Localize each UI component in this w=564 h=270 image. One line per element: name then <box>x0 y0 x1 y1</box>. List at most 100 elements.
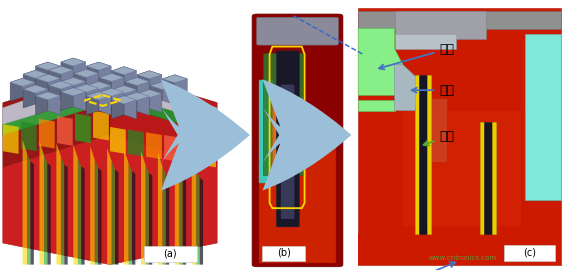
Polygon shape <box>124 86 136 109</box>
Text: 源极: 源极 <box>412 84 455 97</box>
Polygon shape <box>137 90 149 113</box>
Polygon shape <box>61 58 86 66</box>
Polygon shape <box>49 66 73 74</box>
Polygon shape <box>125 92 149 100</box>
Polygon shape <box>44 155 47 265</box>
Bar <box>492 123 496 234</box>
Polygon shape <box>49 66 61 89</box>
Polygon shape <box>74 69 99 77</box>
Polygon shape <box>162 166 166 265</box>
Polygon shape <box>179 168 183 265</box>
Polygon shape <box>90 146 95 265</box>
Polygon shape <box>48 74 60 97</box>
Polygon shape <box>99 62 111 85</box>
Polygon shape <box>115 170 118 265</box>
FancyBboxPatch shape <box>276 51 299 227</box>
Polygon shape <box>112 96 136 104</box>
Polygon shape <box>36 70 48 93</box>
Polygon shape <box>23 85 36 108</box>
Polygon shape <box>27 153 30 265</box>
Polygon shape <box>3 70 110 167</box>
Polygon shape <box>99 88 112 111</box>
Text: 栅极: 栅极 <box>424 130 455 146</box>
Polygon shape <box>98 168 102 265</box>
Polygon shape <box>128 130 144 157</box>
Polygon shape <box>95 160 98 265</box>
Polygon shape <box>112 73 124 96</box>
Polygon shape <box>73 88 86 111</box>
Polygon shape <box>196 170 200 265</box>
Polygon shape <box>39 141 44 265</box>
Polygon shape <box>99 73 112 96</box>
Polygon shape <box>175 154 179 265</box>
Bar <box>144 246 197 262</box>
Polygon shape <box>162 75 187 83</box>
Polygon shape <box>3 92 110 135</box>
Polygon shape <box>99 73 124 82</box>
Polygon shape <box>112 86 124 109</box>
Polygon shape <box>358 100 395 111</box>
Polygon shape <box>162 75 175 98</box>
Polygon shape <box>162 82 175 104</box>
Polygon shape <box>112 161 115 265</box>
Bar <box>415 75 419 234</box>
Bar <box>395 34 456 49</box>
Bar <box>358 234 561 265</box>
Polygon shape <box>23 70 36 93</box>
Polygon shape <box>3 124 19 154</box>
Polygon shape <box>61 66 73 89</box>
Polygon shape <box>73 145 78 265</box>
Polygon shape <box>23 140 27 265</box>
Polygon shape <box>86 62 99 85</box>
Polygon shape <box>74 69 86 92</box>
Polygon shape <box>86 62 111 70</box>
Text: (c): (c) <box>523 248 536 258</box>
Polygon shape <box>73 77 86 100</box>
Polygon shape <box>112 67 136 75</box>
Polygon shape <box>61 77 86 86</box>
Polygon shape <box>200 178 203 265</box>
Polygon shape <box>158 153 162 265</box>
FancyBboxPatch shape <box>263 53 303 176</box>
Polygon shape <box>23 78 35 101</box>
Polygon shape <box>74 84 99 92</box>
Polygon shape <box>164 135 180 162</box>
Text: (b): (b) <box>277 248 290 258</box>
FancyBboxPatch shape <box>259 80 273 183</box>
Polygon shape <box>39 119 55 148</box>
Polygon shape <box>10 78 23 101</box>
Polygon shape <box>149 90 162 113</box>
Polygon shape <box>137 77 149 100</box>
Polygon shape <box>129 163 132 265</box>
Polygon shape <box>36 85 48 108</box>
Polygon shape <box>74 84 86 107</box>
Polygon shape <box>61 88 73 111</box>
Polygon shape <box>36 74 60 82</box>
Polygon shape <box>78 158 81 265</box>
Polygon shape <box>48 92 60 115</box>
Polygon shape <box>57 116 73 146</box>
Bar <box>484 123 492 234</box>
Polygon shape <box>107 148 112 265</box>
Polygon shape <box>86 82 111 90</box>
Polygon shape <box>175 75 187 98</box>
Polygon shape <box>358 29 403 95</box>
Polygon shape <box>124 96 136 119</box>
FancyBboxPatch shape <box>281 85 294 219</box>
Polygon shape <box>36 92 48 115</box>
Bar <box>358 11 561 29</box>
Polygon shape <box>149 173 152 265</box>
Polygon shape <box>137 90 162 98</box>
Polygon shape <box>49 81 73 89</box>
Polygon shape <box>182 138 198 165</box>
Polygon shape <box>112 86 136 94</box>
Polygon shape <box>200 140 216 167</box>
Polygon shape <box>3 70 217 124</box>
Polygon shape <box>132 171 135 265</box>
Polygon shape <box>146 165 149 265</box>
FancyArrowPatch shape <box>161 79 250 191</box>
Polygon shape <box>99 92 111 115</box>
Polygon shape <box>36 92 60 100</box>
Polygon shape <box>36 62 60 70</box>
Polygon shape <box>112 88 124 111</box>
